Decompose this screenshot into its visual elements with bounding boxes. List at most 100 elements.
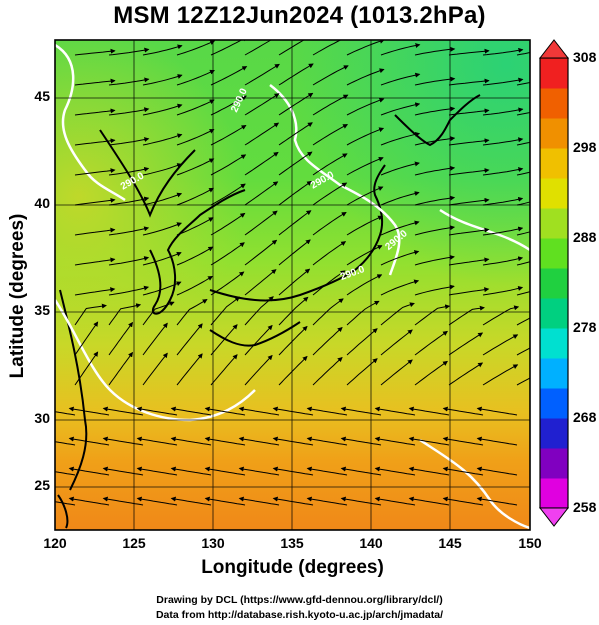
chart-title: MSM 12Z12Jun2024 (1013.2hPa) <box>113 2 486 29</box>
streamline <box>408 436 450 446</box>
streamline <box>312 270 346 296</box>
streamline <box>448 138 490 146</box>
streamline <box>414 304 451 326</box>
streamline <box>210 324 238 356</box>
streamline <box>414 195 456 206</box>
streamline <box>278 40 305 56</box>
streamline <box>142 222 182 236</box>
streamline <box>380 191 420 206</box>
streamline <box>142 74 183 86</box>
streamline <box>68 466 110 476</box>
streamline <box>142 44 183 56</box>
streamline <box>312 65 349 86</box>
streamline <box>74 321 99 356</box>
streamline <box>482 107 524 116</box>
streamline <box>210 354 238 386</box>
streamline <box>312 40 350 56</box>
streamline <box>102 496 144 506</box>
colorbar-segment <box>540 478 568 509</box>
streamline <box>210 95 247 116</box>
streamline <box>244 239 278 266</box>
streamline <box>244 296 274 326</box>
streamline <box>136 436 178 446</box>
streamline <box>414 165 456 176</box>
streamline <box>238 436 280 446</box>
colorbar-segment <box>540 118 568 149</box>
streamline <box>278 151 313 176</box>
streamline <box>380 329 413 356</box>
streamline <box>516 261 530 266</box>
streamline <box>346 274 383 296</box>
credit-line-2: Data from http://database.rish.kyoto-u.a… <box>155 609 444 621</box>
streamline <box>516 377 530 386</box>
colorbar-segment <box>540 208 568 239</box>
streamline <box>244 181 279 206</box>
x-tick-label: 140 <box>359 535 383 551</box>
streamline <box>476 406 518 416</box>
colorbar-label: 258 <box>573 499 597 515</box>
grid-lines <box>55 40 530 530</box>
streamline <box>346 245 383 266</box>
streamline <box>448 197 490 206</box>
streamline <box>408 496 450 506</box>
colorbar-segment <box>540 448 568 479</box>
streamline <box>448 48 490 56</box>
streamline <box>238 406 280 416</box>
streamline <box>176 40 216 56</box>
streamline <box>278 122 313 146</box>
streamline <box>74 227 116 236</box>
streamline <box>136 496 178 506</box>
streamline <box>74 351 99 386</box>
streamline <box>176 246 214 266</box>
streamline <box>448 332 484 356</box>
streamline <box>414 254 455 266</box>
streamline <box>380 102 421 116</box>
streamline <box>68 436 110 446</box>
streamline <box>482 137 524 146</box>
streamline <box>210 271 245 296</box>
streamline <box>108 321 133 356</box>
streamline <box>380 72 421 86</box>
streamline <box>176 217 214 236</box>
x-axis-label: Longitude (degrees) <box>201 557 384 578</box>
streamline <box>108 166 150 176</box>
streamline <box>516 52 530 56</box>
streamline <box>278 268 311 296</box>
streamline <box>448 257 490 266</box>
credit-line-1: Drawing by DCL (https://www.gfd-dennou.o… <box>156 594 443 606</box>
streamline <box>482 305 520 326</box>
streamline <box>312 153 348 176</box>
streamline <box>482 226 524 236</box>
colorbar <box>538 39 570 527</box>
streamline <box>244 63 280 86</box>
streamline <box>312 356 343 386</box>
streamline <box>340 406 382 416</box>
streamline <box>448 305 485 326</box>
colorbar-segment <box>540 58 568 89</box>
streamline <box>142 322 168 356</box>
streamline <box>142 163 183 176</box>
streamline <box>204 466 246 476</box>
streamline <box>476 436 518 446</box>
streamline <box>244 210 278 236</box>
streamline <box>136 406 178 416</box>
colorbar-max-arrow <box>538 39 570 59</box>
streamline <box>346 97 385 116</box>
streamline <box>176 299 208 326</box>
streamline <box>244 151 279 176</box>
streamline <box>312 211 347 236</box>
streamline <box>142 133 183 146</box>
streamline <box>448 78 490 86</box>
streamline <box>380 359 413 386</box>
streamline <box>244 93 280 116</box>
streamline <box>272 406 314 416</box>
streamline <box>414 284 455 296</box>
streamline <box>476 466 518 476</box>
streamline <box>482 256 524 266</box>
colorbar-segment <box>540 238 568 269</box>
streamline <box>482 364 519 386</box>
streamline <box>210 183 246 206</box>
streamline <box>142 192 183 206</box>
streamline <box>516 201 530 206</box>
colorbar-segment <box>540 418 568 449</box>
